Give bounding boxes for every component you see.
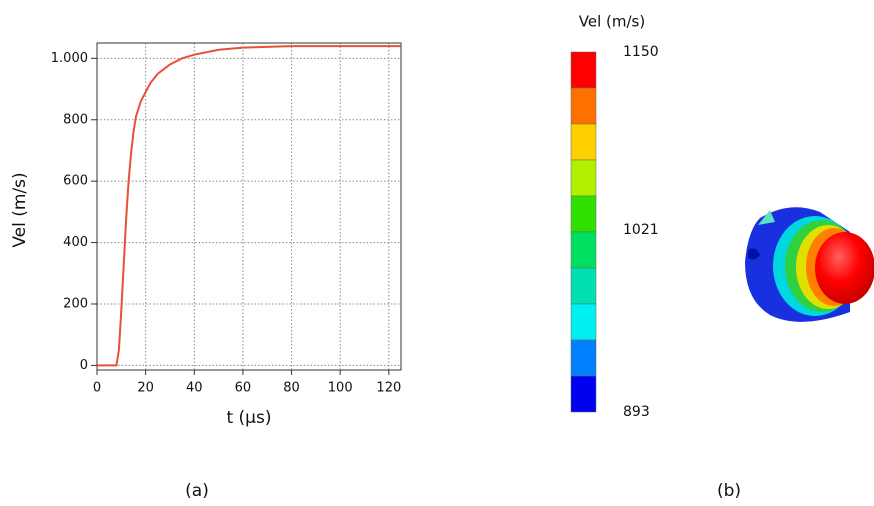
x-tick-label: 40 — [186, 381, 203, 396]
x-tick-label: 60 — [235, 381, 252, 396]
y-tick-label: 0 — [80, 358, 88, 373]
colorbar-segment — [570, 375, 597, 413]
colorbar-segment — [570, 339, 597, 377]
y-tick-label: 400 — [63, 235, 88, 250]
colorbar-label: 1021 — [623, 222, 659, 238]
plot-frame — [96, 42, 402, 371]
y-tick-label: 1.000 — [51, 51, 88, 66]
line-series — [97, 45, 401, 367]
x-tick-label: 0 — [93, 381, 101, 396]
caption: (a) — [185, 481, 209, 501]
y-axis-label: Vel (m/s) — [10, 172, 30, 247]
x-axis-label: t (μs) — [226, 408, 271, 428]
y-tick-label: 600 — [63, 174, 88, 189]
y-tick-label: 800 — [63, 112, 88, 127]
colorbar-segment — [570, 267, 597, 305]
colorbar-label: 893 — [623, 404, 650, 420]
colorbar-segment — [570, 123, 597, 161]
colorbar-segment — [570, 159, 597, 197]
colorbar-segment — [570, 303, 597, 341]
colorbar-segment — [570, 195, 597, 233]
colorbar-segment — [570, 231, 597, 269]
colorbar-segment — [570, 87, 597, 125]
x-tick-label: 80 — [283, 381, 300, 396]
x-tick-label: 100 — [328, 381, 353, 396]
colorbar-label: 1150 — [623, 44, 659, 60]
colorbar-segment — [570, 51, 597, 89]
x-tick-label: 120 — [376, 381, 401, 396]
3d-projectile — [745, 207, 874, 322]
caption: (b) — [717, 481, 741, 501]
y-tick-label: 200 — [63, 296, 88, 311]
x-tick-label: 20 — [137, 381, 154, 396]
colorbar-title: Vel (m/s) — [579, 13, 645, 31]
